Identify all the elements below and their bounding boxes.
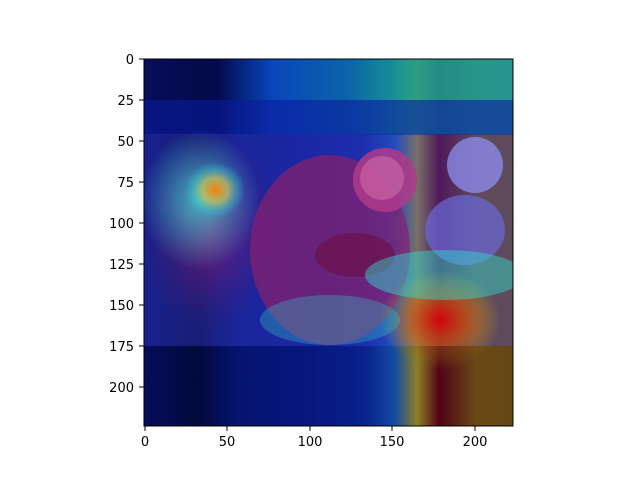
y-tick-label-75: 75: [117, 176, 134, 191]
y-tick-label-25: 25: [117, 94, 134, 109]
y-tick-label-175: 175: [109, 340, 134, 355]
y-tick-label-0: 0: [126, 53, 134, 68]
x-axis: 0 50 100 150 200: [141, 426, 488, 450]
y-tick-label-125: 125: [109, 258, 134, 273]
x-tick-label-100: 100: [298, 435, 323, 450]
x-tick-label-200: 200: [463, 435, 488, 450]
x-tick-label-150: 150: [380, 435, 405, 450]
heatmap-image: [144, 59, 513, 426]
y-tick-label-100: 100: [109, 217, 134, 232]
x-tick-label-0: 0: [141, 435, 149, 450]
y-tick-label-50: 50: [117, 135, 134, 150]
y-tick-label-200: 200: [109, 381, 134, 396]
x-tick-label-50: 50: [219, 435, 236, 450]
axes-frame: [143, 58, 514, 427]
y-tick-label-150: 150: [109, 299, 134, 314]
y-axis: 0 25 50 75 100 125 150 175 200: [109, 53, 144, 396]
